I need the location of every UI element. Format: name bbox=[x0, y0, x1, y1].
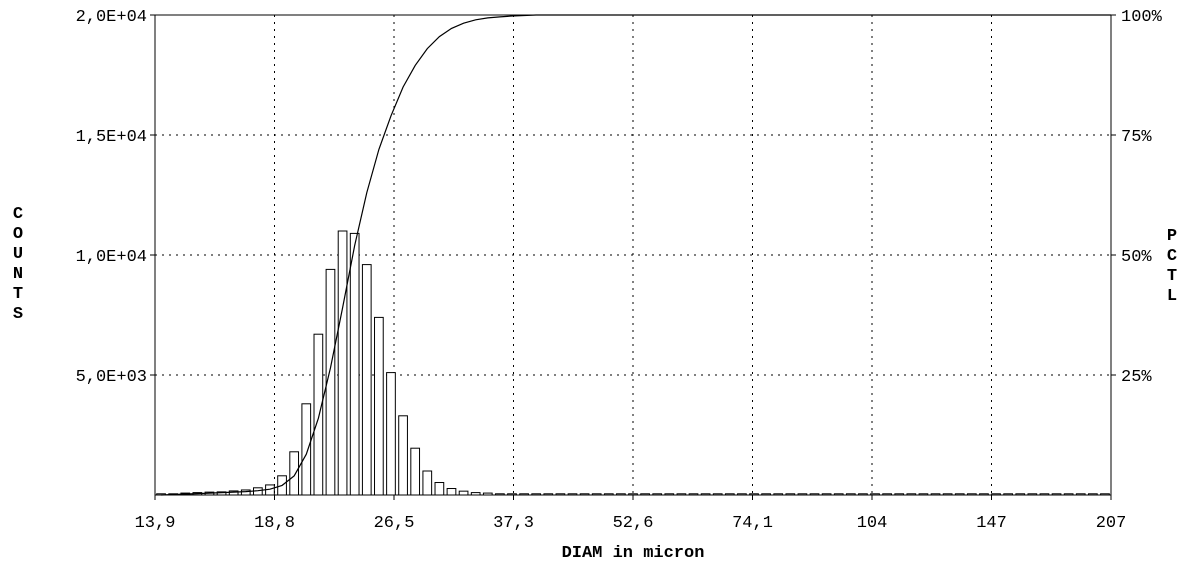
axis-ticks: 5,0E+03 1,0E+04 1,5E+04 2,0E+04 25% 50% 75% 100… bbox=[76, 8, 1163, 533]
x-tick-label: 13,9 bbox=[135, 514, 176, 533]
x-axis-title: DIAM in micron bbox=[562, 544, 705, 563]
bar bbox=[240, 489, 251, 496]
bar bbox=[398, 415, 408, 496]
bar bbox=[422, 470, 433, 496]
y2-tick-label: 50% bbox=[1121, 248, 1152, 267]
bar bbox=[349, 232, 360, 496]
bar bbox=[301, 403, 312, 496]
grid bbox=[155, 14, 1111, 495]
histogram-bars bbox=[156, 230, 1110, 496]
x-tick-label: 104 bbox=[857, 514, 888, 533]
bar bbox=[386, 372, 396, 496]
bar bbox=[458, 490, 469, 496]
y2-tick-label: 75% bbox=[1121, 128, 1152, 147]
bar bbox=[289, 451, 300, 496]
bar bbox=[361, 264, 372, 496]
x-tick-label: 26,5 bbox=[374, 514, 415, 533]
bar bbox=[313, 333, 324, 496]
y-tick-label: 5,0E+03 bbox=[76, 368, 147, 387]
x-tick-label: 74,1 bbox=[732, 514, 773, 533]
y2-tick-label: 100% bbox=[1121, 8, 1163, 27]
bar bbox=[337, 230, 348, 496]
bar bbox=[434, 482, 445, 496]
y2-tick-label: 25% bbox=[1121, 368, 1152, 387]
x-tick-label: 52,6 bbox=[613, 514, 654, 533]
y-tick-label: 1,5E+04 bbox=[76, 128, 147, 147]
bar bbox=[446, 488, 457, 496]
bar bbox=[374, 316, 384, 496]
y-tick-label: 1,0E+04 bbox=[76, 248, 147, 267]
x-tick-label: 18,8 bbox=[254, 514, 295, 533]
y-tick-label: 2,0E+04 bbox=[76, 8, 147, 27]
x-tick-label: 37,3 bbox=[493, 514, 534, 533]
x-tick-label: 147 bbox=[976, 514, 1007, 533]
bar bbox=[410, 447, 421, 496]
x-tick-label: 207 bbox=[1096, 514, 1127, 533]
